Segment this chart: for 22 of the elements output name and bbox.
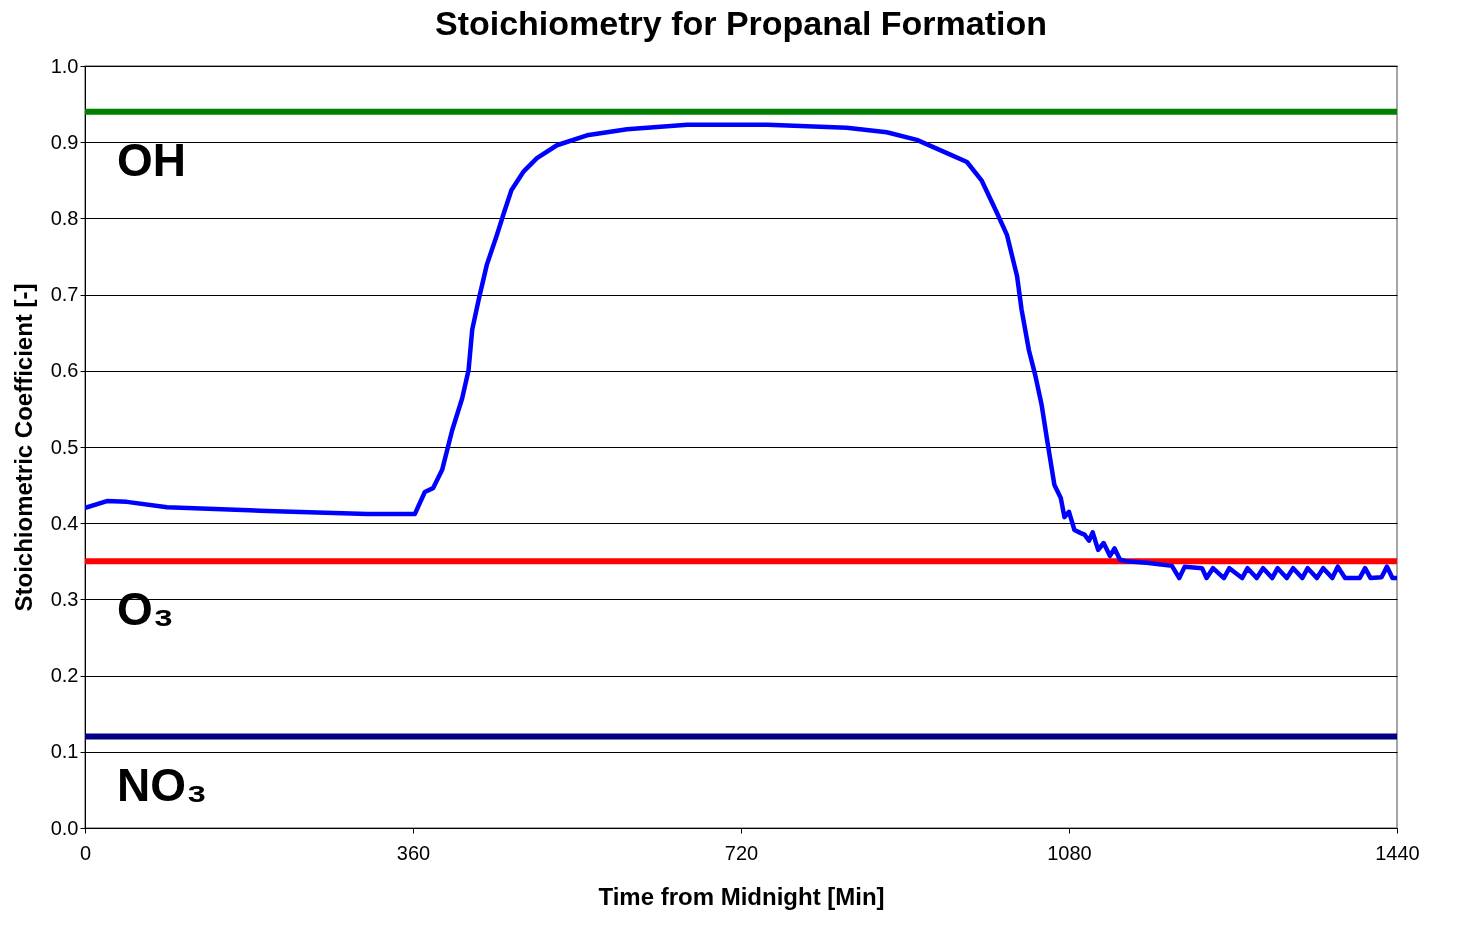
y-tick-label: 0.7 (50, 283, 79, 306)
x-tick-label: 0 (79, 841, 92, 864)
series-label: O₃ (117, 583, 175, 636)
y-tick-label: 0.1 (50, 740, 79, 763)
y-tick-label: 0.5 (50, 435, 79, 458)
series-label: NO₃ (117, 758, 208, 811)
y-tick-label: 0.8 (50, 206, 79, 229)
x-tick-label: 720 (724, 841, 759, 864)
x-axis-title: Time from Midnight [Min] (598, 882, 885, 910)
x-tick-label: 360 (396, 841, 431, 864)
y-tick-label: 0.9 (50, 130, 79, 153)
x-tick-label: 1080 (1047, 841, 1092, 864)
y-axis-title: Stoichiometric Coefficient [-] (9, 283, 37, 612)
chart-title: Stoichiometry for Propanal Formation (434, 4, 1048, 42)
y-tick-label: 0.6 (50, 359, 79, 382)
series-label: OH (117, 133, 186, 186)
y-tick-label: 0.0 (50, 816, 79, 839)
y-tick-label: 1.0 (50, 54, 79, 77)
y-tick-label: 0.3 (50, 587, 79, 610)
x-tick-label: 1440 (1375, 841, 1420, 864)
y-tick-label: 0.4 (50, 511, 79, 534)
y-tick-label: 0.2 (50, 664, 79, 687)
